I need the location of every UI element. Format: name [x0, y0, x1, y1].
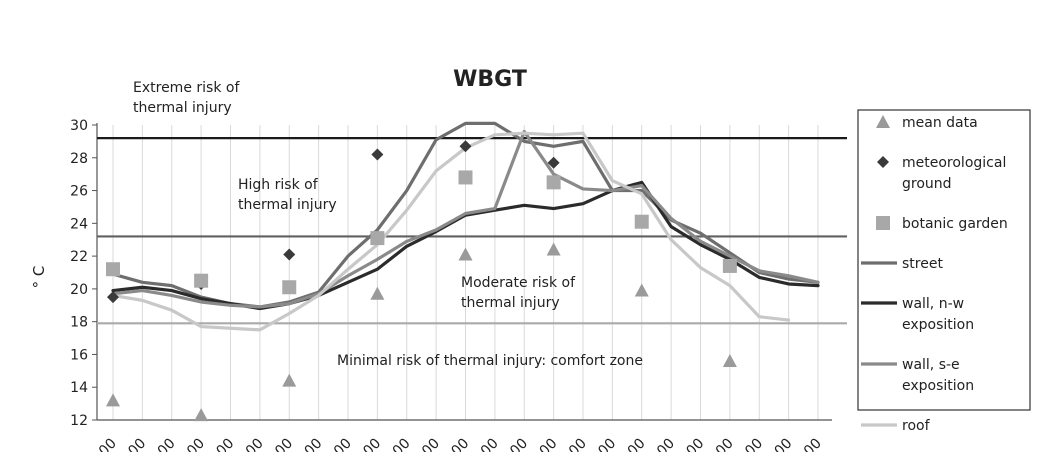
risk-threshold-lines: [97, 137, 847, 325]
x-tick-label: :00: [93, 436, 120, 452]
legend-label: exposition: [902, 317, 974, 333]
y-tick-label: 24: [70, 216, 88, 232]
marker-group: [106, 140, 737, 422]
x-tick-label: :00: [680, 436, 707, 452]
x-tick-label: :00: [210, 436, 237, 452]
diamond-marker: [877, 156, 889, 168]
legend-label: mean data: [902, 115, 978, 131]
square-marker: [370, 231, 385, 246]
triangle-marker: [546, 242, 561, 256]
x-tick-label: :00: [181, 436, 208, 452]
legend-label: wall, s-e: [902, 357, 960, 373]
zone-label: thermal injury: [238, 197, 337, 213]
y-axis-label: ° C: [30, 266, 48, 289]
x-tick-label: :00: [151, 436, 178, 452]
square-marker: [106, 262, 120, 277]
diamond-marker: [459, 140, 472, 153]
zone-label: High risk of: [238, 177, 319, 193]
series-group: [111, 121, 820, 332]
x-tick-label: :00: [328, 436, 355, 452]
zone-label: Minimal risk of thermal injury: comfort …: [337, 353, 643, 369]
triangle-marker: [194, 408, 209, 422]
legend-label: meteorological: [902, 155, 1006, 171]
y-tick-label: 14: [70, 380, 88, 396]
diamond-marker: [283, 248, 296, 261]
triangle-marker: [634, 283, 649, 297]
x-tick-label: :00: [768, 436, 795, 452]
x-tick-label: :00: [239, 436, 266, 452]
zone-label: thermal injury: [133, 100, 232, 116]
axes: [96, 123, 832, 421]
legend: mean data meteorological ground botanic gar…: [857, 109, 1031, 434]
x-tick-label: :00: [269, 436, 296, 452]
zone-label: Moderate risk of: [461, 275, 576, 291]
x-tick-label: :00: [798, 436, 825, 452]
legend-label: street: [902, 256, 943, 272]
x-tick-label: :00: [621, 436, 648, 452]
x-tick-label: :00: [474, 436, 501, 452]
triangle-marker: [876, 115, 890, 128]
x-tick-label: :00: [386, 436, 413, 452]
vertical-gridlines: [112, 125, 819, 420]
triangle-marker: [106, 393, 120, 407]
risk-zone-labels: Extreme risk of thermal injury High risk o…: [133, 80, 643, 369]
series-line: [111, 129, 820, 309]
square-marker: [194, 273, 209, 288]
x-tick-label: :00: [709, 436, 736, 452]
x-tick-labels: :00:00:00:00:00:00:00:00:00:00:00:00:00:…: [93, 436, 825, 452]
square-marker: [634, 214, 649, 229]
diamond-marker: [107, 291, 119, 304]
y-tick-label: 30: [70, 118, 88, 134]
x-tick-label: :00: [533, 436, 560, 452]
x-tick-label: :00: [592, 436, 619, 452]
zone-label: Extreme risk of: [133, 80, 240, 96]
y-tick-label: 26: [70, 184, 88, 200]
x-tick-label: :00: [416, 436, 443, 452]
square-marker: [458, 170, 473, 185]
square-marker: [722, 258, 737, 273]
y-tick-label: 16: [70, 347, 88, 363]
square-marker: [876, 216, 890, 230]
triangle-marker: [458, 247, 473, 261]
x-tick-label: :00: [298, 436, 325, 452]
triangle-marker: [722, 354, 737, 367]
legend-label: botanic garden: [902, 216, 1008, 232]
x-tick-label: :00: [445, 436, 472, 452]
triangle-marker: [282, 373, 297, 387]
chart-title: WBGT: [453, 67, 527, 92]
x-tick-label: :00: [651, 436, 678, 452]
x-tick-label: :00: [357, 436, 384, 452]
y-tick-label: 12: [70, 413, 88, 429]
diamond-marker: [371, 148, 384, 161]
y-tick-label: 22: [70, 249, 88, 265]
y-tick-label: 28: [70, 151, 88, 167]
triangle-marker: [370, 286, 385, 300]
legend-label: exposition: [902, 378, 974, 394]
x-tick-label: :00: [739, 436, 766, 452]
y-tick-label: 20: [70, 282, 88, 298]
legend-label: wall, n-w: [902, 296, 964, 312]
x-tick-label: :00: [563, 436, 590, 452]
legend-label: ground: [902, 176, 952, 192]
x-tick-label: :00: [122, 436, 149, 452]
y-tick-label: 18: [70, 315, 88, 331]
series-line: [111, 131, 791, 332]
square-marker: [282, 280, 297, 295]
diamond-marker: [547, 156, 560, 169]
legend-label: roof: [902, 418, 931, 434]
zone-label: thermal injury: [461, 295, 560, 311]
x-tick-label: :00: [504, 436, 531, 452]
y-tick-labels: 12 14 16 18 20 22 24 26 28 30: [70, 118, 97, 429]
square-marker: [546, 175, 561, 190]
